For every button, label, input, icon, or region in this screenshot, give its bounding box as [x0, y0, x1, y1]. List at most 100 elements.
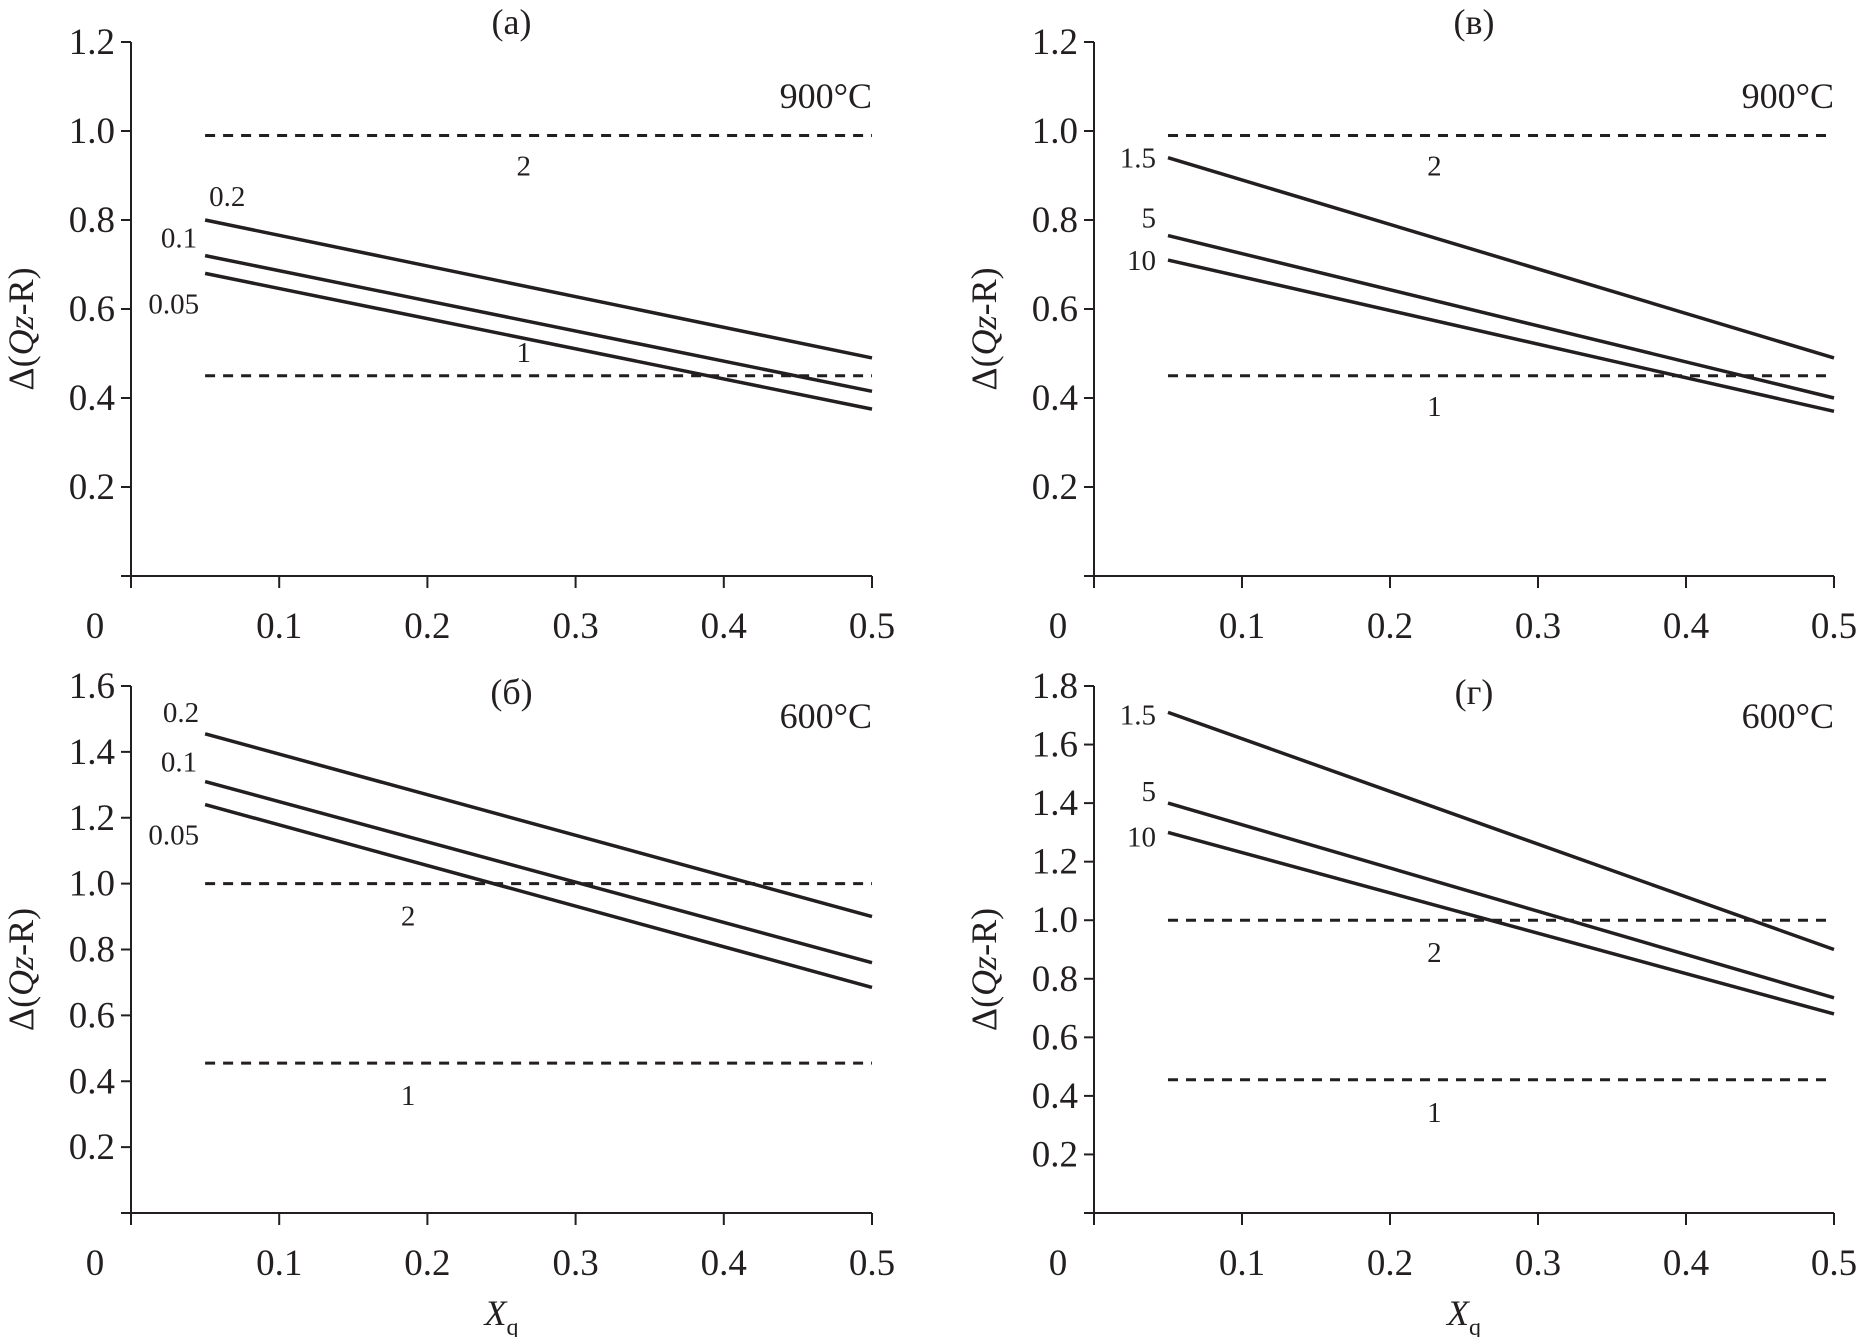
- y-tick-label: 0.6: [69, 289, 115, 330]
- y-tick-label: 1.0: [69, 864, 115, 905]
- panel-3: 0 0.1 0.2 0.3 0.4 0.5 0.2 0.4 0.6 0.8 1.0 1.2 1.4 1.6…: [964, 666, 1857, 1337]
- y-axis-label: Δ(Qz-R): [964, 908, 1004, 1031]
- series-line-0.2: [204, 218, 873, 360]
- panel-0: 0 0.1 0.2 0.3 0.4 0.5 0.2 0.4 0.6 0.8 1.0 1.2 Δ(Qz-R…: [1, 2, 895, 647]
- y-tick-label: 0.6: [1032, 1017, 1078, 1058]
- y-axis-label-part: -R): [1, 267, 41, 315]
- y-axis-label-part: Qz: [1, 315, 41, 355]
- x-tick-label: 0.3: [552, 606, 598, 647]
- series-line-0.2: [204, 732, 873, 919]
- series-line-0.05: [204, 271, 873, 411]
- series-line-1.5: [1167, 156, 1835, 360]
- y-axis-label: Δ(Qz-R): [1, 908, 41, 1031]
- y-tick-label: 0.4: [69, 1061, 115, 1102]
- series-label: 5: [1142, 203, 1157, 235]
- y-tick-label: 0.2: [69, 467, 115, 508]
- series-label: 10: [1127, 245, 1156, 277]
- y-axis-label-part: Δ(: [1, 996, 41, 1031]
- y-axis-label-part: Δ(: [1, 355, 41, 390]
- y-tick-label: 1.2: [1032, 22, 1078, 63]
- x-axis-label-subscript: q: [507, 1315, 519, 1337]
- y-axis-label-part: Qz: [964, 315, 1004, 355]
- panel-title: (a): [492, 2, 532, 42]
- series-label: 1.5: [1120, 143, 1156, 175]
- y-tick-label: 0.4: [69, 378, 115, 419]
- y-tick-label: 1.4: [69, 732, 115, 773]
- panel-title: (г): [1455, 672, 1494, 712]
- x-tick-label: 0.5: [1811, 1243, 1857, 1284]
- series-label: 1.5: [1120, 699, 1156, 731]
- series-label: 0.05: [148, 820, 199, 852]
- reference-line-label: 2: [401, 901, 416, 933]
- y-axis-label-part: -R): [964, 908, 1004, 956]
- series-label: 0.2: [163, 697, 199, 729]
- y-axis-label-part: Δ(: [964, 996, 1004, 1031]
- x-tick-label: 0.2: [1367, 1243, 1413, 1284]
- y-axis-label-part: Δ(: [964, 355, 1004, 390]
- reference-line-label: 1: [1427, 391, 1442, 423]
- x-tick-label: 0.5: [849, 606, 895, 647]
- series-label: 10: [1127, 821, 1156, 853]
- series-label: 5: [1142, 776, 1157, 808]
- y-tick-label: 1.6: [1032, 725, 1078, 766]
- x-tick-label: 0.4: [701, 606, 747, 647]
- series-label: 0.2: [209, 181, 245, 213]
- x-tick-label: 0.2: [404, 1243, 450, 1284]
- y-tick-label: 0.8: [1032, 959, 1078, 1000]
- y-axis-label-part: Qz: [1, 956, 41, 996]
- reference-line-label: 1: [516, 337, 531, 369]
- panel-2: 0 0.1 0.2 0.3 0.4 0.5 0.2 0.4 0.6 0.8 1.0 1.2 1.4 1.6…: [1, 666, 895, 1337]
- reference-line-label: 1: [1427, 1097, 1442, 1129]
- x-axis-label-main: X: [483, 1293, 509, 1333]
- x-tick-label: 0.5: [849, 1243, 895, 1284]
- temperature-annotation: 600°C: [780, 696, 872, 736]
- y-tick-label: 1.8: [1032, 666, 1078, 707]
- y-axis-label-part: Qz: [964, 956, 1004, 996]
- x-tick-label: 0: [1049, 1243, 1068, 1284]
- x-tick-label: 0.4: [1663, 1243, 1709, 1284]
- x-tick-label: 0: [86, 1243, 105, 1284]
- y-tick-label: 1.2: [1032, 842, 1078, 883]
- panel-title: (в): [1454, 2, 1495, 42]
- x-axis-label-main: X: [1445, 1293, 1471, 1333]
- y-axis-label: Δ(Qz-R): [1, 267, 41, 390]
- y-tick-label: 1.4: [1032, 783, 1078, 824]
- y-tick-label: 0.4: [1032, 1076, 1078, 1117]
- x-tick-label: 0.4: [701, 1243, 747, 1284]
- y-tick-label: 0.8: [69, 930, 115, 971]
- y-tick-label: 0.6: [69, 995, 115, 1036]
- y-tick-label: 0.2: [69, 1127, 115, 1168]
- series-label: 0.05: [148, 288, 199, 320]
- y-tick-label: 0.2: [1032, 467, 1078, 508]
- y-axis-label-part: -R): [964, 267, 1004, 315]
- x-tick-label: 0.1: [256, 1243, 302, 1284]
- y-tick-label: 1.6: [69, 666, 115, 707]
- x-tick-label: 0.1: [1219, 606, 1265, 647]
- series-line-1.5: [1167, 710, 1835, 952]
- x-tick-label: 0.3: [1515, 1243, 1561, 1284]
- y-tick-label: 1.0: [1032, 111, 1078, 152]
- x-axis-label-subscript: q: [1469, 1315, 1481, 1337]
- y-axis-label: Δ(Qz-R): [964, 267, 1004, 390]
- series-line-5: [1167, 801, 1835, 1000]
- reference-line-label: 2: [1427, 150, 1442, 182]
- temperature-annotation: 900°C: [780, 76, 872, 116]
- x-tick-label: 0.3: [1515, 606, 1561, 647]
- y-tick-label: 1.0: [69, 111, 115, 152]
- reference-line-label: 2: [1427, 937, 1442, 969]
- x-tick-label: 0: [86, 606, 105, 647]
- y-tick-label: 1.2: [69, 22, 115, 63]
- reference-line-label: 1: [401, 1080, 416, 1112]
- series-label: 0.1: [161, 223, 197, 255]
- y-tick-label: 0.6: [1032, 289, 1078, 330]
- series-line-5: [1167, 233, 1835, 400]
- x-axis-label: Xq: [483, 1293, 519, 1337]
- series-label: 0.1: [161, 747, 197, 779]
- series-line-0.1: [204, 779, 873, 965]
- y-tick-label: 0.8: [1032, 200, 1078, 241]
- panel-1: 0 0.1 0.2 0.3 0.4 0.5 0.2 0.4 0.6 0.8 1.0 1.2 Δ(Qz-R…: [964, 2, 1857, 647]
- reference-line-label: 2: [516, 150, 531, 182]
- panel-title: (б): [490, 672, 532, 712]
- series-line-0.1: [204, 253, 873, 394]
- temperature-annotation: 600°C: [1742, 696, 1834, 736]
